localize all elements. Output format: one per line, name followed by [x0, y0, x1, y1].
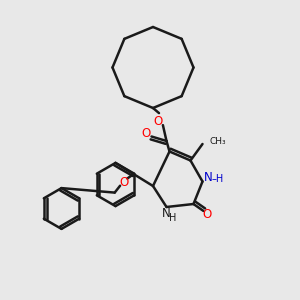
Text: N: N — [162, 207, 171, 220]
Text: O: O — [119, 176, 128, 189]
Text: N: N — [203, 171, 212, 184]
Text: H: H — [169, 213, 177, 224]
Text: O: O — [202, 208, 211, 221]
Text: O: O — [153, 115, 162, 128]
Text: O: O — [141, 127, 150, 140]
Text: –H: –H — [212, 174, 224, 184]
Text: CH₃: CH₃ — [209, 136, 226, 146]
